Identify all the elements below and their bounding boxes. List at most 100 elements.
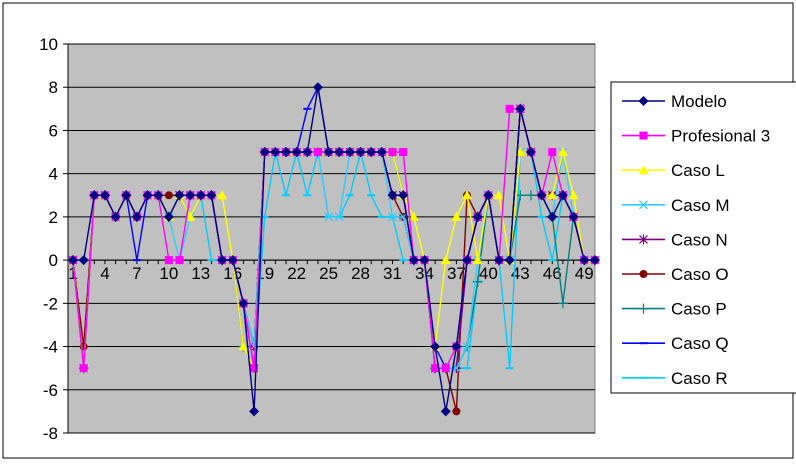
data-point: [313, 148, 322, 157]
data-point: [376, 147, 387, 158]
data-point: [419, 255, 430, 266]
legend-label: Caso Q: [671, 334, 729, 353]
data-point: [174, 190, 185, 201]
x-tick-label: 13: [191, 264, 210, 283]
data-point: [431, 364, 440, 373]
data-point: [462, 342, 472, 352]
data-point: [142, 190, 153, 201]
legend-item: Caso Q: [622, 334, 729, 353]
legend-marker: [639, 131, 648, 140]
y-tick-label: 2: [49, 208, 58, 227]
y-tick-label: -2: [43, 294, 58, 313]
data-point: [227, 255, 238, 266]
x-tick-label: 49: [575, 264, 594, 283]
data-point: [387, 190, 398, 201]
data-point: [131, 211, 142, 222]
data-point: [217, 255, 228, 266]
x-tick-label: 1: [68, 264, 77, 283]
y-axis: 10 8 6 4 2 0 -2 -4 -6 -8: [39, 35, 69, 443]
legend-item: Caso O: [622, 265, 729, 284]
data-point: [366, 147, 377, 158]
x-tick-label: 22: [287, 264, 306, 283]
series-lines: [68, 82, 600, 417]
data-point: [472, 255, 483, 265]
data-point: [494, 190, 504, 200]
x-tick-label: 4: [100, 264, 109, 283]
data-point: [408, 211, 419, 221]
data-point: [121, 190, 132, 201]
data-point: [355, 147, 366, 158]
y-tick-label: 8: [49, 78, 58, 97]
x-tick-label: 28: [351, 264, 370, 283]
data-point: [206, 190, 217, 201]
legend-item: Caso R: [622, 369, 728, 388]
x-tick-label: 16: [223, 264, 242, 283]
data-point: [399, 148, 408, 157]
data-point: [557, 298, 568, 309]
x-tick-label: 34: [415, 264, 434, 283]
legend-label: Caso M: [671, 196, 730, 215]
data-point: [334, 147, 345, 158]
data-point: [525, 190, 536, 201]
legend-item: Caso M: [622, 196, 730, 215]
legend-item: Caso L: [622, 161, 725, 180]
legend-label: Caso O: [671, 265, 729, 284]
data-point: [195, 190, 206, 201]
data-point: [505, 104, 514, 113]
data-point: [185, 190, 196, 201]
legend: Modelo Profesional 3 Caso L Caso M Caso N Cas…: [610, 81, 796, 394]
data-point: [494, 255, 504, 266]
y-tick-label: -6: [43, 381, 58, 400]
legend-label: Caso N: [671, 230, 728, 249]
data-point: [324, 212, 334, 222]
data-point: [334, 212, 344, 222]
data-point: [472, 211, 483, 222]
data-point: [547, 211, 558, 222]
legend-marker: [639, 234, 648, 245]
legend-marker: [638, 165, 649, 175]
y-tick-label: 6: [49, 121, 58, 140]
data-point: [536, 190, 547, 201]
legend-item: Profesional 3: [622, 127, 770, 146]
data-point: [452, 407, 461, 416]
x-tick-label: 31: [383, 264, 402, 283]
data-point: [388, 212, 397, 222]
data-point: [504, 255, 515, 266]
data-point: [291, 147, 302, 158]
data-point: [249, 406, 260, 417]
data-point: [451, 341, 462, 352]
data-point: [217, 190, 228, 200]
data-point: [388, 148, 397, 157]
data-point: [163, 211, 174, 222]
x-tick-label: 46: [543, 264, 562, 283]
data-point: [568, 211, 579, 222]
data-point: [344, 147, 355, 158]
y-tick-label: 10: [39, 35, 58, 54]
data-point: [440, 255, 451, 265]
y-tick-label: 4: [49, 165, 58, 184]
data-point: [323, 147, 334, 158]
data-point: [238, 341, 249, 351]
data-point: [408, 255, 419, 266]
legend-marker: [638, 303, 649, 314]
data-point: [270, 147, 281, 158]
x-tick-label: 40: [479, 264, 498, 283]
data-point: [462, 255, 473, 266]
data-point: [281, 147, 291, 158]
legend-marker: [639, 270, 648, 278]
legend-label: Caso R: [671, 369, 728, 388]
data-point: [312, 82, 323, 93]
data-point: [164, 256, 173, 265]
data-point: [430, 341, 441, 352]
legend-label: Caso L: [671, 161, 725, 180]
data-point: [557, 147, 568, 157]
data-point: [398, 190, 409, 201]
data-point: [99, 190, 110, 201]
data-point: [259, 147, 270, 158]
x-tick-label: 7: [132, 264, 141, 283]
data-point: [302, 147, 313, 158]
data-point: [164, 191, 173, 200]
y-tick-label: -4: [43, 338, 58, 357]
